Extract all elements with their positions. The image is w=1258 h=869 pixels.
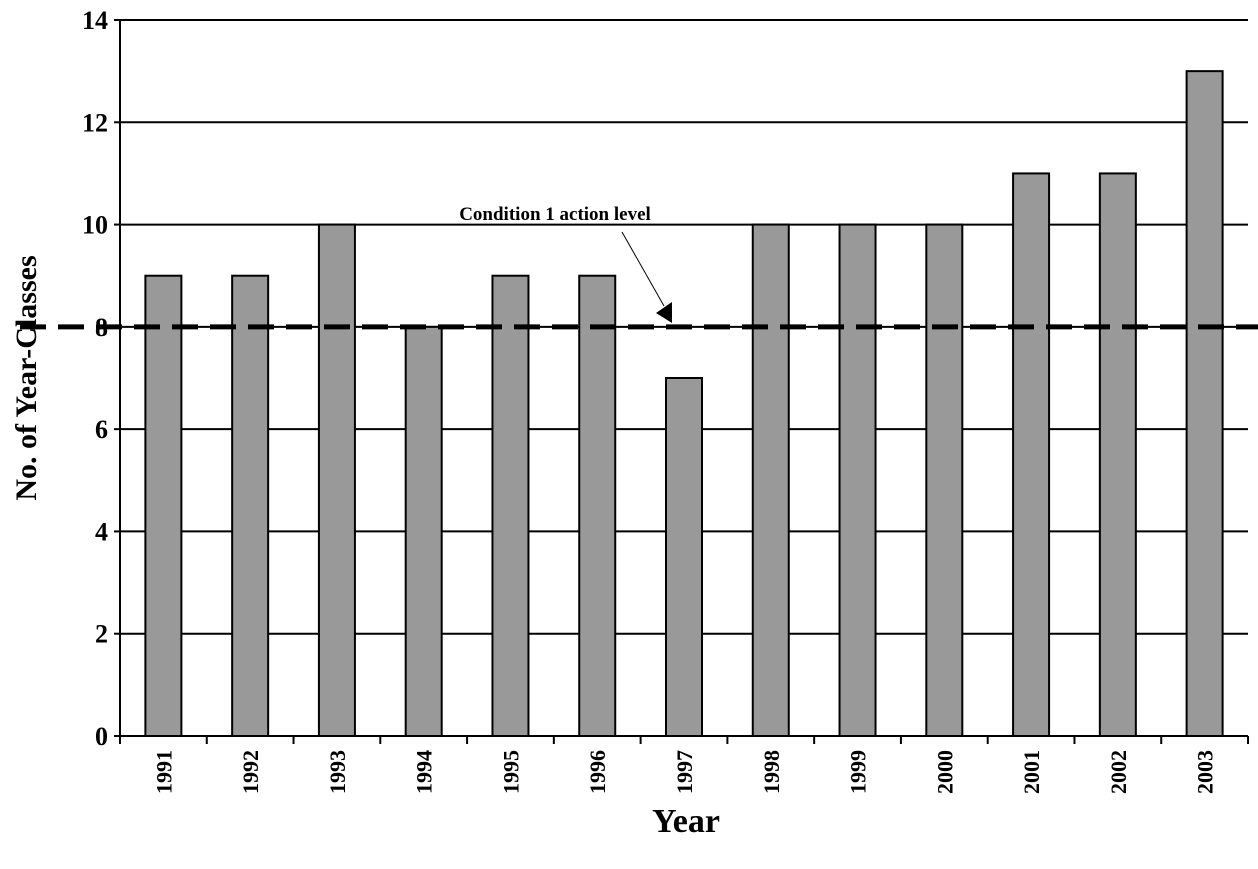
- x-tick-label: 1996: [585, 750, 610, 794]
- y-tick-label: 6: [95, 415, 108, 444]
- bar: [1098, 172, 1137, 737]
- y-tick-label: 0: [95, 722, 108, 751]
- bar: [578, 274, 617, 737]
- x-tick-label: 1994: [412, 750, 437, 794]
- y-tick-label: 2: [95, 620, 108, 649]
- x-tick-label: 1993: [325, 750, 350, 794]
- annotation-arrow: [621, 231, 665, 307]
- bar: [838, 223, 877, 737]
- y-tick-label: 12: [82, 108, 108, 137]
- x-tick-label: 1991: [151, 750, 176, 794]
- bar: [1185, 70, 1224, 737]
- x-tick-label: 2003: [1193, 750, 1218, 794]
- bar: [491, 274, 530, 737]
- x-tick-label: 1992: [238, 750, 263, 794]
- bar: [404, 325, 443, 737]
- x-axis-label: Year: [652, 803, 720, 840]
- x-tick-label: 2001: [1019, 750, 1044, 794]
- x-tick-label: 1995: [498, 750, 523, 794]
- x-tick-label: 1999: [846, 750, 871, 794]
- x-tick-label: 1998: [759, 750, 784, 794]
- x-tick-label: 1997: [672, 750, 697, 794]
- y-tick-label: 10: [82, 211, 108, 240]
- bar: [317, 223, 356, 737]
- bar: [231, 274, 270, 737]
- y-tick-label: 14: [82, 6, 108, 35]
- bar: [925, 223, 964, 737]
- bar: [144, 274, 183, 737]
- annotation: Condition 1 action level: [459, 204, 651, 225]
- y-tick-label: 4: [95, 517, 108, 546]
- bar: [1012, 172, 1051, 737]
- y-axis-label: No. of Year-Classes: [10, 255, 43, 500]
- bar: [665, 377, 703, 737]
- x-tick-label: 2002: [1106, 750, 1131, 794]
- bar: [751, 223, 790, 737]
- arrow-head: [656, 302, 672, 323]
- x-tick-label: 2000: [932, 750, 957, 794]
